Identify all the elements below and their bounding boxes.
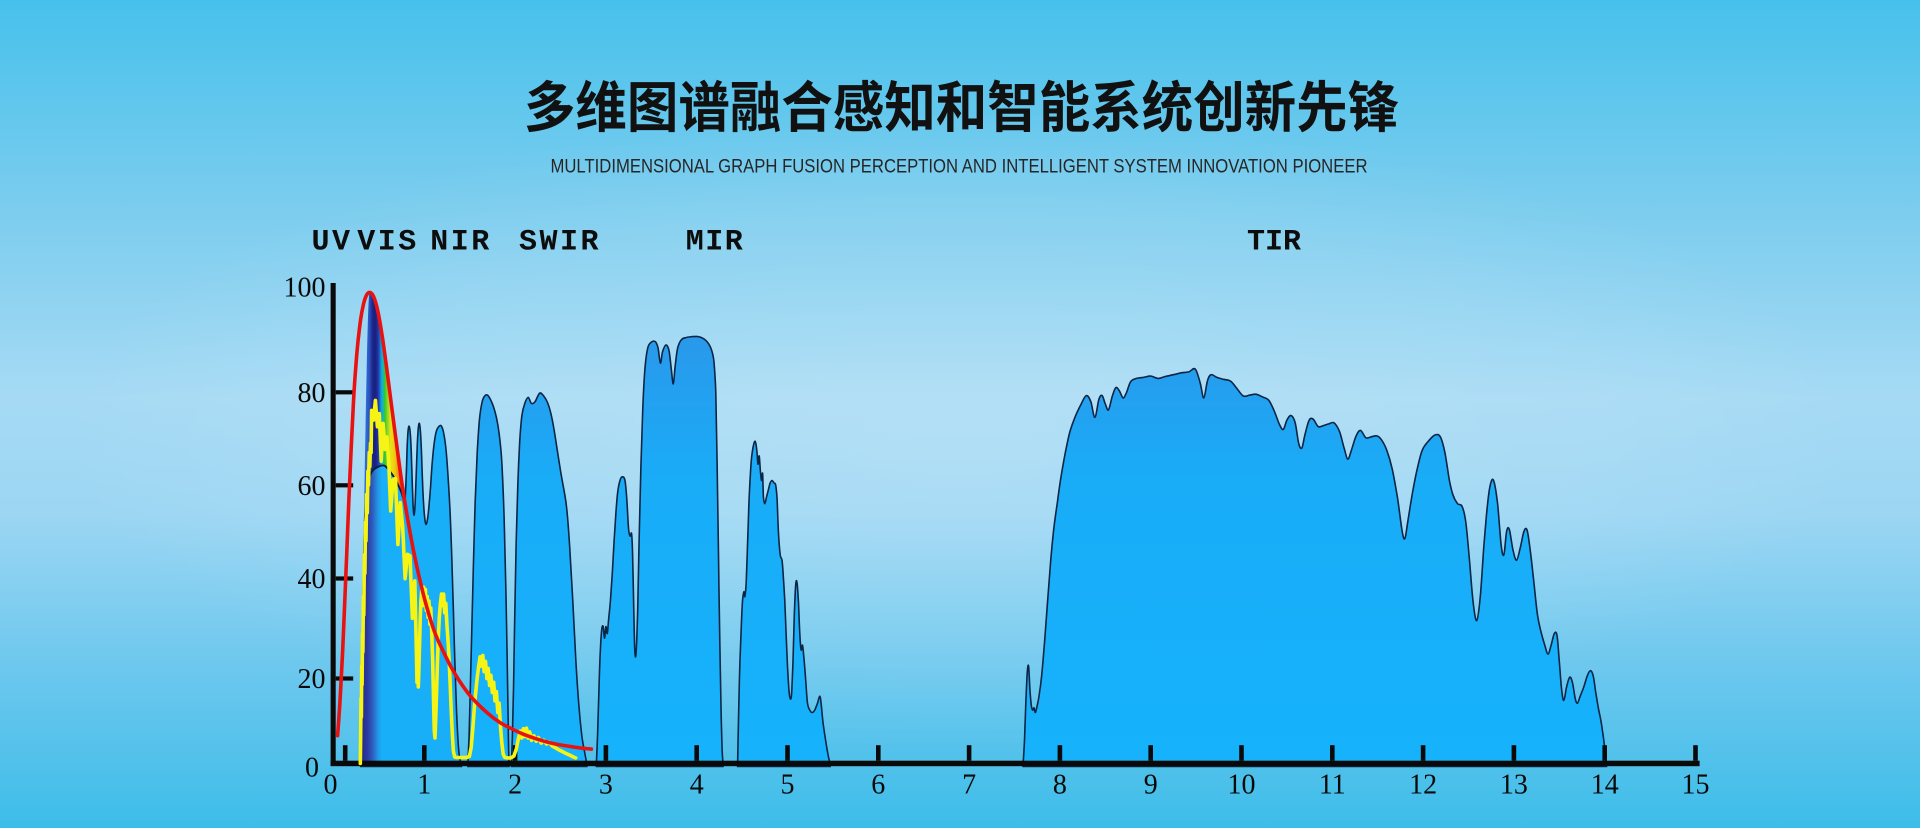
svg-text:100: 100 — [284, 273, 326, 304]
svg-text:10: 10 — [1228, 770, 1256, 801]
svg-text:9: 9 — [1144, 770, 1158, 801]
svg-text:2: 2 — [508, 770, 522, 801]
svg-text:12: 12 — [1409, 770, 1437, 801]
svg-text:0: 0 — [324, 770, 338, 801]
svg-text:5: 5 — [781, 770, 795, 801]
svg-text:UV: UV — [311, 226, 352, 260]
svg-text:1: 1 — [417, 770, 431, 801]
svg-text:3: 3 — [599, 770, 613, 801]
svg-text:MULTIDIMENSIONAL GRAPH FUSION: MULTIDIMENSIONAL GRAPH FUSION PERCEPTION… — [551, 156, 1368, 178]
svg-text:11: 11 — [1319, 770, 1346, 801]
svg-text:13: 13 — [1500, 770, 1528, 801]
svg-text:8: 8 — [1053, 770, 1067, 801]
svg-text:VIS: VIS — [357, 226, 419, 260]
svg-text:7: 7 — [962, 770, 976, 801]
svg-text:NIR: NIR — [430, 226, 492, 260]
svg-text:SWIR: SWIR — [519, 226, 601, 260]
svg-text:20: 20 — [298, 664, 326, 695]
svg-text:15: 15 — [1682, 770, 1710, 801]
svg-text:0: 0 — [305, 752, 319, 783]
svg-text:40: 40 — [298, 564, 326, 595]
svg-text:4: 4 — [690, 770, 704, 801]
svg-text:6: 6 — [871, 770, 885, 801]
svg-text:80: 80 — [298, 378, 326, 409]
svg-text:MIR: MIR — [686, 226, 745, 260]
svg-text:60: 60 — [298, 471, 326, 502]
svg-text:TIR: TIR — [1247, 226, 1301, 260]
svg-text:14: 14 — [1591, 770, 1619, 801]
